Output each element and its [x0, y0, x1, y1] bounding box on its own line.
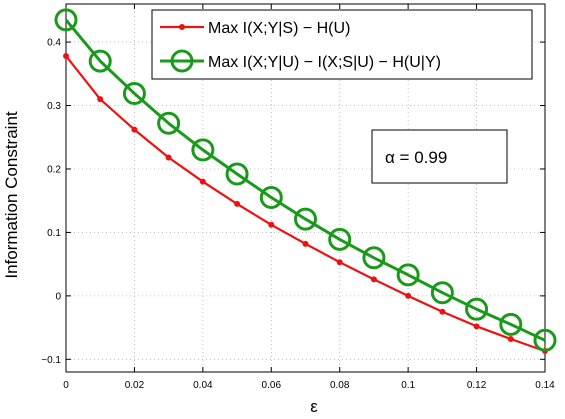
data-point — [294, 207, 317, 231]
data-point — [396, 263, 420, 287]
data-point — [507, 336, 514, 343]
series-2 — [54, 8, 557, 352]
legend-marker-series-1 — [179, 24, 185, 30]
data-point — [370, 276, 377, 283]
legend-label-series-2: Max I(X;Y|U) − I(X;S|U) − H(U|Y) — [208, 54, 441, 71]
y-tick-label: 0.3 — [47, 101, 61, 112]
data-point — [405, 292, 412, 299]
annotation-frame — [371, 129, 508, 184]
y-tick-label: −0.1 — [41, 355, 61, 366]
x-axis-label: ε — [310, 397, 318, 416]
legend-label-series-1: Max I(X;Y|S) − H(U) — [208, 20, 350, 37]
data-point — [165, 154, 172, 161]
series-line — [64, 18, 546, 342]
x-tick-label: 0.14 — [535, 380, 555, 391]
data-point — [191, 138, 215, 162]
data-point — [122, 81, 146, 105]
x-tick-label: 0.1 — [401, 380, 415, 391]
data-point — [97, 96, 104, 103]
series-1 — [63, 53, 548, 355]
data-point — [54, 8, 78, 32]
x-tick-label: 0.02 — [125, 380, 145, 391]
plot-frame — [65, 3, 546, 373]
data-point — [157, 111, 181, 135]
data-point — [259, 186, 283, 210]
data-point — [430, 281, 454, 305]
x-tick-label: 0.04 — [193, 380, 213, 391]
data-point — [234, 200, 241, 207]
annotation-text: α = 0.99 — [385, 148, 447, 167]
data-point — [439, 308, 446, 315]
y-tick-label: 0.4 — [47, 38, 61, 49]
x-tick-label: 0 — [63, 380, 69, 391]
y-axis-label: Information Constraint — [2, 111, 21, 279]
legend-marker-series-2 — [170, 49, 194, 73]
data-point — [199, 178, 206, 185]
data-point — [533, 328, 557, 352]
ticks-layer: 0 0.02 0.04 0.06 0.08 0.1 0.12 0.14 −0.1 0 0.1 0.2 0… — [41, 4, 555, 391]
data-point — [131, 126, 138, 133]
data-point — [328, 227, 352, 251]
x-tick-label: 0.12 — [467, 380, 487, 391]
data-point — [88, 49, 112, 73]
data-point — [362, 246, 386, 270]
data-point — [225, 162, 249, 186]
data-point — [302, 240, 309, 247]
data-point — [465, 297, 489, 321]
x-tick-label: 0.08 — [330, 380, 350, 391]
data-point — [336, 259, 343, 266]
x-tick-label: 0.06 — [262, 380, 282, 391]
legend: Max I(X;Y|S) − H(U) Max I(X;Y|U) − I(X;S… — [151, 9, 533, 80]
data-point — [268, 221, 275, 228]
y-tick-label: 0.2 — [47, 164, 61, 175]
annotation-box: α = 0.99 — [371, 129, 508, 184]
legend-box — [151, 9, 533, 80]
data-point — [499, 312, 523, 336]
y-tick-label: 0 — [55, 291, 61, 302]
series-layer — [54, 8, 557, 355]
y-tick-label: 0.1 — [47, 228, 61, 239]
data-point — [63, 53, 69, 60]
data-point — [473, 323, 480, 330]
